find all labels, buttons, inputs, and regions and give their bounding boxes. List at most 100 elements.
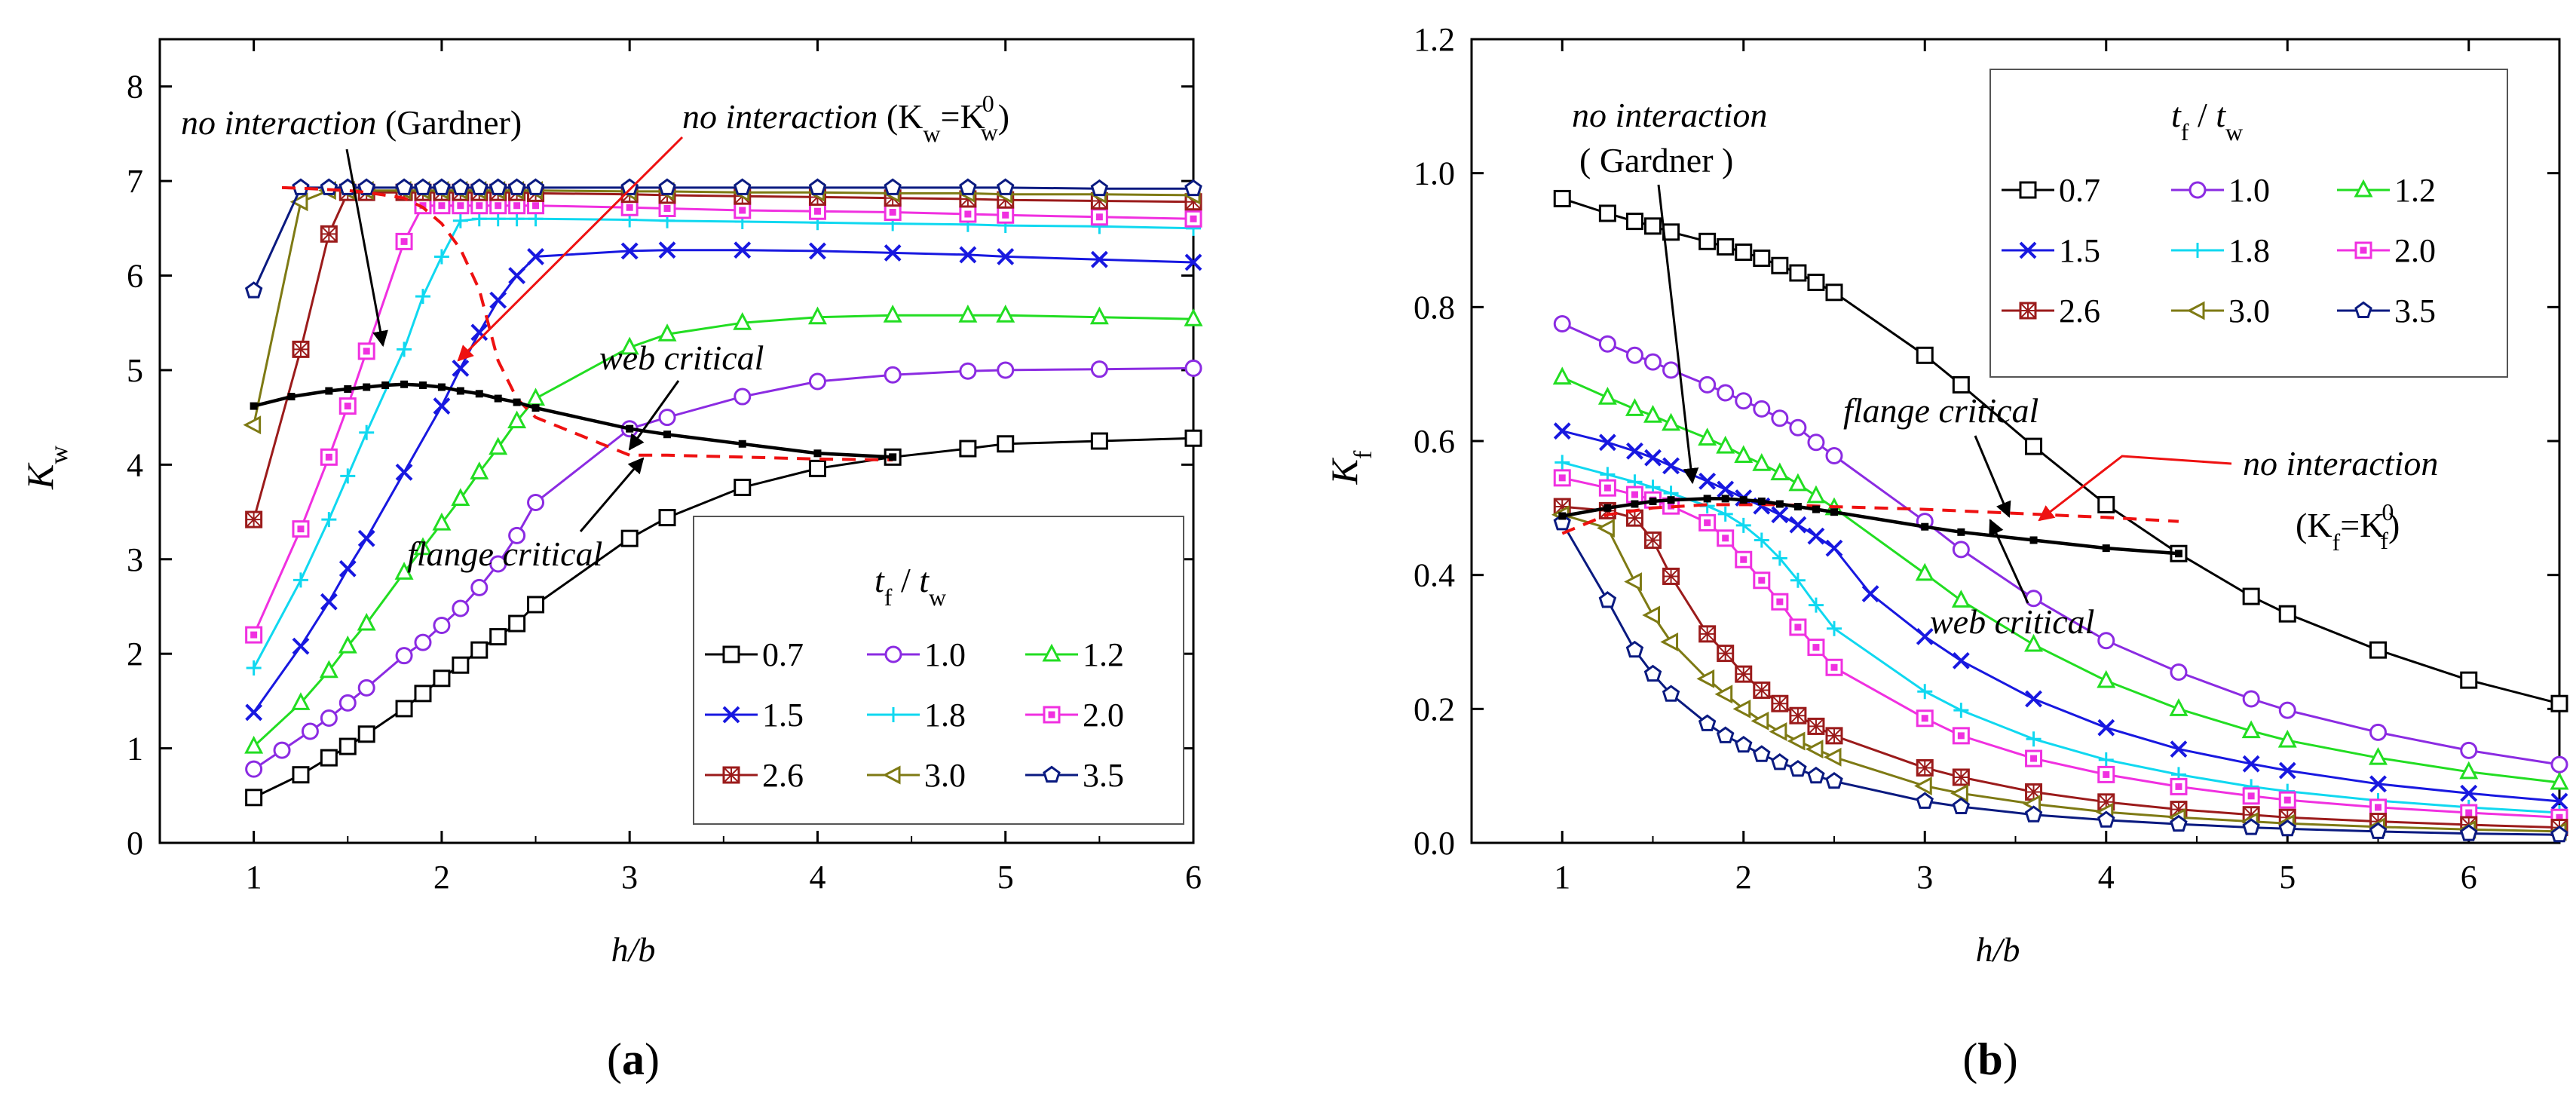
series-b-3.5-point	[2460, 824, 2478, 841]
panel-b-ytick-label: 0.0	[1414, 825, 1455, 862]
series-b-2.6-point	[1825, 727, 1843, 745]
legend-a-items: 0.7 1.0 1.2 1.5 1.8 2.0 2.6 3.0 3.5	[705, 636, 1124, 794]
series-a-3.5-point	[996, 178, 1015, 195]
series-b-2.6-point	[1952, 768, 1970, 786]
series-a-1.2-point	[807, 306, 827, 325]
panel-a-gardner-point	[889, 453, 897, 461]
legend-a-swatch-marker	[722, 645, 740, 663]
series-b-2.0-point	[2025, 749, 2043, 767]
series-a-1.2-point	[507, 410, 527, 429]
panel-b-label: (b)	[1962, 1034, 2017, 1084]
legend-a-label: 1.2	[1083, 636, 1124, 673]
legend-a-label: 3.5	[1083, 757, 1124, 794]
panel-a-no-interaction-line	[281, 185, 893, 462]
series-a-1.5-point	[658, 241, 676, 259]
panel-a-gardner-point	[344, 385, 352, 394]
legend-a-swatch-marker	[884, 645, 902, 663]
panel-b-chart: 1 2 3 4 5 60.00.20.40.60.81.01.2 tf / tw 0.7 1…	[1323, 21, 2569, 1084]
series-a-1.2-point	[413, 537, 433, 556]
series-a-0.7-line	[253, 437, 1194, 799]
series-b-3.0-point	[1624, 572, 1642, 592]
legend-a-item-1.8: 1.8	[867, 697, 966, 734]
series-a-2.6-point	[320, 225, 338, 243]
series-b-0.7-point	[1598, 204, 1616, 222]
panel-a-gardner-point	[475, 390, 483, 398]
series-b-1.0-point	[2097, 632, 2115, 650]
series-b-1.5-point	[1644, 449, 1662, 467]
series-a-1.2-point	[319, 660, 338, 679]
series-a-0.7-point	[470, 641, 489, 659]
series-a-1.5-point	[433, 397, 451, 415]
panel-a-ytick-label: 6	[127, 258, 143, 295]
series-b-2.0-point	[1717, 529, 1735, 547]
series-b-0.7-point	[2097, 495, 2115, 513]
series-b-1.0-point	[2170, 663, 2188, 681]
series-a-1.0-point	[320, 709, 338, 727]
panel-b-gardner-point	[1830, 508, 1838, 516]
series-a-1.0-point	[508, 526, 526, 544]
legend-a-item-2.6: 2.6	[705, 757, 804, 794]
series-a-1.0-point	[470, 578, 489, 596]
legend-b-label: 1.2	[2394, 172, 2436, 209]
series-b-3.0-point	[1642, 605, 1660, 625]
series-b-2.0-point	[2369, 798, 2387, 816]
series-b-1.0-point	[1825, 447, 1843, 465]
series-b-1.5-point	[1825, 539, 1843, 557]
series-b-1.0-point	[1789, 418, 1807, 437]
panel-b-gardner-point	[1921, 522, 1929, 531]
series-a-1.0-point	[489, 555, 507, 573]
series-b-1.5-point	[1861, 585, 1879, 602]
series-a-3.5-point	[734, 178, 752, 195]
annotation-b-web-arrow	[1989, 519, 2029, 604]
series-a-2.0-point	[959, 205, 977, 223]
panel-a-gardner-point	[381, 381, 390, 390]
legend-a-label: 1.8	[924, 697, 966, 734]
series-b-1.2-point	[1698, 427, 1717, 446]
series-a-2.0-point	[808, 202, 826, 220]
series-b-3.0-point	[1732, 699, 1751, 718]
legend-b-label: 1.5	[2059, 232, 2100, 269]
series-b-0.7-point	[1662, 223, 1680, 241]
series-b-1.0-point	[1662, 361, 1680, 379]
series-b-2.6-point	[1771, 694, 1789, 712]
panel-a-annotations: no interaction (Gardner) no interaction …	[181, 90, 1009, 573]
series-b-0.7-point	[1753, 249, 1771, 267]
legend-a-label: 1.0	[924, 636, 966, 673]
panel-a-gardner-point	[325, 387, 333, 395]
annotation-flange-critical: flange critical	[407, 535, 602, 573]
series-b-1.2-point	[2241, 720, 2261, 739]
series-a-2.0	[245, 197, 1202, 644]
series-b-2.0-point	[1753, 571, 1771, 590]
series-a-3.5-point	[320, 178, 338, 195]
annotation-b-no-interaction-1: no interaction	[2243, 444, 2438, 483]
annotation-b-web-critical: web critical	[1930, 602, 2094, 641]
series-a-1.2-point	[451, 488, 470, 507]
legend-b-swatch-marker	[2190, 243, 2205, 258]
series-a-1.2-point	[657, 323, 677, 342]
series-b-1.2-point	[2169, 698, 2189, 716]
series-a-1.0-point	[245, 760, 263, 778]
series-a-1.8	[246, 211, 1201, 676]
panel-a-ytick-label: 8	[127, 69, 143, 106]
series-a-2.0-point	[1184, 210, 1202, 228]
series-b-1.2-point	[1597, 387, 1617, 405]
series-b-1.2-point	[1662, 412, 1681, 431]
series-a-0.7-point	[292, 766, 310, 784]
series-b-0.7-point	[1644, 217, 1662, 235]
series-b-1.8-point	[1772, 550, 1787, 566]
series-b-1.2-point	[2550, 771, 2569, 790]
series-a-1.0-point	[395, 647, 413, 665]
series-a-1.2-point	[958, 304, 978, 323]
series-b-0.7-point	[1717, 237, 1735, 256]
series-a-0.7-point	[808, 459, 826, 477]
series-a-0.7-point	[245, 789, 263, 807]
series-b-3.5-point	[1789, 759, 1807, 777]
series-a-1.5-point	[959, 246, 977, 264]
series-a-2.6-point	[245, 510, 263, 528]
series-b-3.5-point	[2369, 822, 2388, 839]
series-a-1.0-point	[959, 362, 977, 380]
series-a-0.7-point	[414, 685, 432, 703]
series-b-2.6-point	[1717, 645, 1735, 663]
series-b-1.0	[1553, 315, 2568, 774]
